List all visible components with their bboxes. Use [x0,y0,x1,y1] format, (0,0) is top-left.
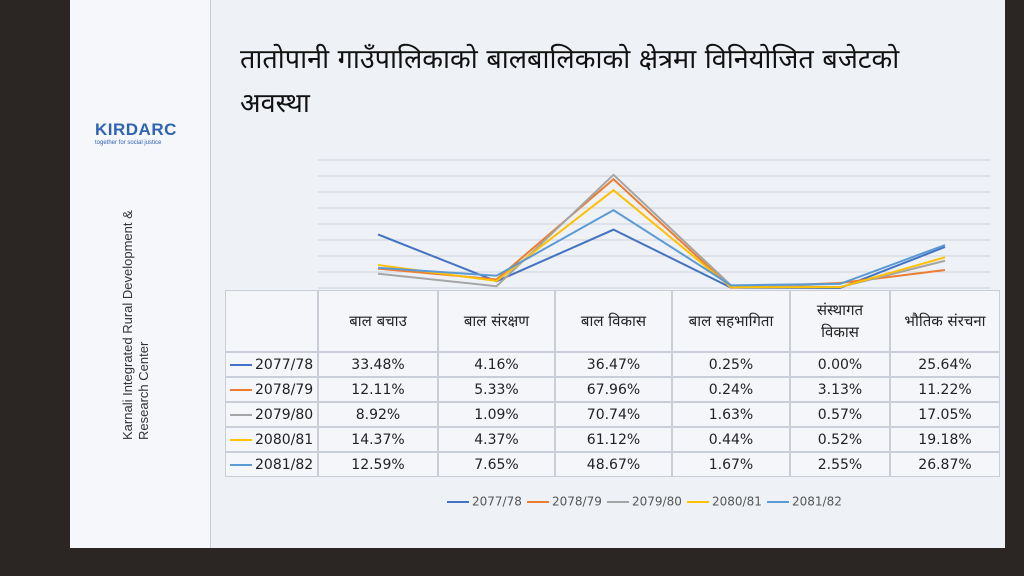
legend-label: 2080/81 [712,495,762,509]
row-header: 2079/80 [225,402,318,427]
series-name: 2077/78 [255,356,314,373]
table-value: 0.00% [790,352,890,377]
table-value: 70.74% [555,402,672,427]
table-value: 4.37% [438,427,555,452]
table-value: 0.44% [672,427,790,452]
series-line [377,208,946,287]
series-name: 2080/81 [255,431,314,448]
table-value: 14.37% [318,427,438,452]
column-header: भौतिक संरचना [890,290,1000,352]
table-value: 4.16% [438,352,555,377]
table-value: 61.12% [555,427,672,452]
table-value: 19.18% [890,427,1000,452]
legend-swatch [230,438,252,441]
table-value: 33.48% [318,352,438,377]
table-value: 36.47% [555,352,672,377]
table-value: 25.64% [890,352,1000,377]
table-value: 0.24% [672,377,790,402]
column-header: बाल संरक्षण [438,290,555,352]
table-value: 5.33% [438,377,555,402]
column-header: बाल सहभागिता [672,290,790,352]
legend-swatch [230,413,252,416]
series-line [377,188,946,289]
table-value: 7.65% [438,452,555,477]
series-name: 2081/82 [255,456,314,473]
table-value: 0.52% [790,427,890,452]
table-value: 1.09% [438,402,555,427]
sidebar [70,0,211,548]
legend-swatch [230,463,252,466]
column-header: बाल बचाउ [318,290,438,352]
legend-swatch [230,363,252,366]
logo: KIRDARC [95,120,177,139]
table-value: 17.05% [890,402,1000,427]
row-header: 2080/81 [225,427,318,452]
table-value: 67.96% [555,377,672,402]
table-value: 1.63% [672,402,790,427]
table-value: 1.67% [672,452,790,477]
legend-label: 2078/79 [552,495,602,509]
row-header: 2078/79 [225,377,318,402]
table-value: 0.25% [672,352,790,377]
table-value: 0.57% [790,402,890,427]
row-header: 2081/82 [225,452,318,477]
table-value: 26.87% [890,452,1000,477]
series-line [377,228,946,290]
legend-label: 2079/80 [632,495,682,509]
table-value: 11.22% [890,377,1000,402]
table-value: 12.59% [318,452,438,477]
legend-label: 2077/78 [472,495,522,509]
series-name: 2079/80 [255,406,314,423]
chart-title: तातोपानी गाउँपालिकाको बालबालिकाको क्षेत्… [240,44,900,119]
row-header: 2077/78 [225,352,318,377]
table-value: 2.55% [790,452,890,477]
legend-label: 2081/82 [792,495,842,509]
series-line [377,177,946,289]
tagline: together for social justice [95,140,162,146]
table-corner [225,290,318,352]
column-header: संस्थागत विकास [790,290,890,352]
table-value: 3.13% [790,377,890,402]
column-header: बाल विकास [555,290,672,352]
table-value: 48.67% [555,452,672,477]
table-value: 8.92% [318,402,438,427]
table-value: 12.11% [318,377,438,402]
series-name: 2078/79 [255,381,314,398]
legend-swatch [230,388,252,391]
